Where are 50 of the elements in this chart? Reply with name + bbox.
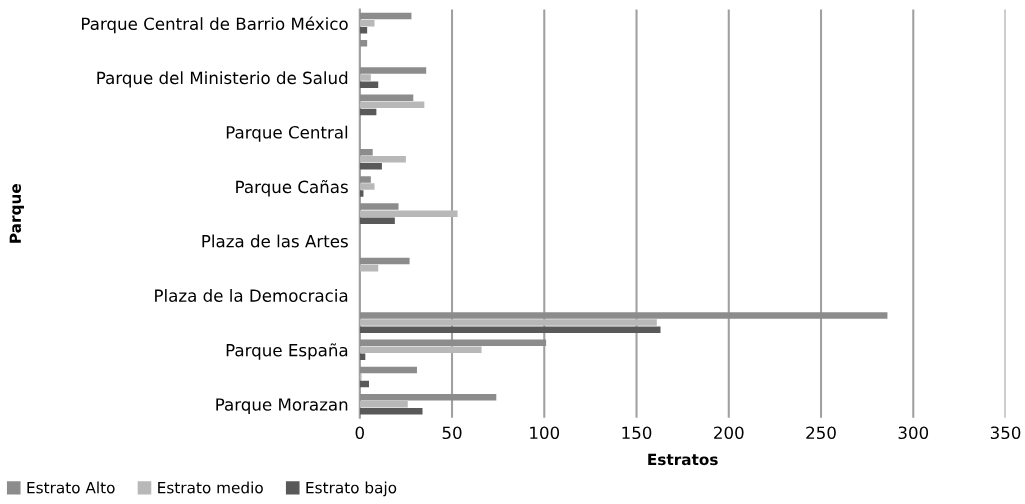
y-tick-label: Parque España [226,343,348,360]
bar [359,94,414,102]
legend-label: Estrato medio [158,481,263,494]
bar [359,67,427,74]
bar [359,380,369,388]
bar [359,156,406,163]
bar [359,210,458,217]
bar [359,319,657,326]
x-tick-label: 100 [530,426,560,440]
bar [359,183,375,190]
y-tick-label: Plaza de las Artes [202,234,348,248]
bar [359,217,395,225]
bar [359,27,368,34]
bar [359,74,371,81]
bar [359,312,888,319]
bar [359,148,373,156]
x-tick-label: 0 [355,426,364,440]
legend-label: Estrato Alto [27,481,115,494]
x-axis-title: Estratos [648,453,718,466]
bar [359,393,497,401]
bar [359,12,412,20]
x-tick-label: 150 [622,426,652,440]
bar [359,326,661,333]
y-tick-label: Plaza de la Democracia [155,289,348,302]
bar [359,163,382,170]
y-tick-label: Parque Morazan [216,398,348,415]
bar [359,264,379,272]
y-tick-label: Parque del Ministerio de Salud [97,71,348,88]
x-tick-label: 50 [442,426,462,440]
bar [359,339,547,346]
bar [359,203,399,210]
bar [359,19,375,27]
x-tick-label: 350 [990,426,1021,440]
bar [359,346,482,354]
x-tick-label: 300 [898,426,929,440]
y-tick-label: Parque Cañas [236,180,348,197]
bar [359,257,410,265]
bar [359,81,379,88]
legend-label: Estrato bajo [306,481,397,497]
bar [359,101,425,109]
y-tick-label: Parque Central [226,125,348,142]
x-tick-label: 250 [806,426,836,440]
bar [359,176,371,183]
bar [359,366,417,374]
y-axis-title: Parque [9,184,24,243]
x-tick-label: 200 [714,426,744,440]
bar [359,400,408,408]
y-tick-label: Parque Central de Barrio México [82,16,348,34]
bar [359,40,368,47]
bar [359,408,423,415]
